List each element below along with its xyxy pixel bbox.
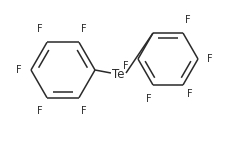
- Text: F: F: [187, 89, 193, 99]
- Text: F: F: [37, 106, 42, 116]
- Text: F: F: [185, 15, 191, 25]
- Text: F: F: [37, 24, 42, 34]
- Text: Te: Te: [112, 68, 124, 82]
- Text: F: F: [16, 65, 22, 75]
- Text: F: F: [123, 61, 129, 72]
- Text: F: F: [81, 106, 87, 116]
- Text: F: F: [81, 24, 87, 34]
- Text: F: F: [146, 94, 152, 104]
- Text: F: F: [207, 54, 213, 64]
